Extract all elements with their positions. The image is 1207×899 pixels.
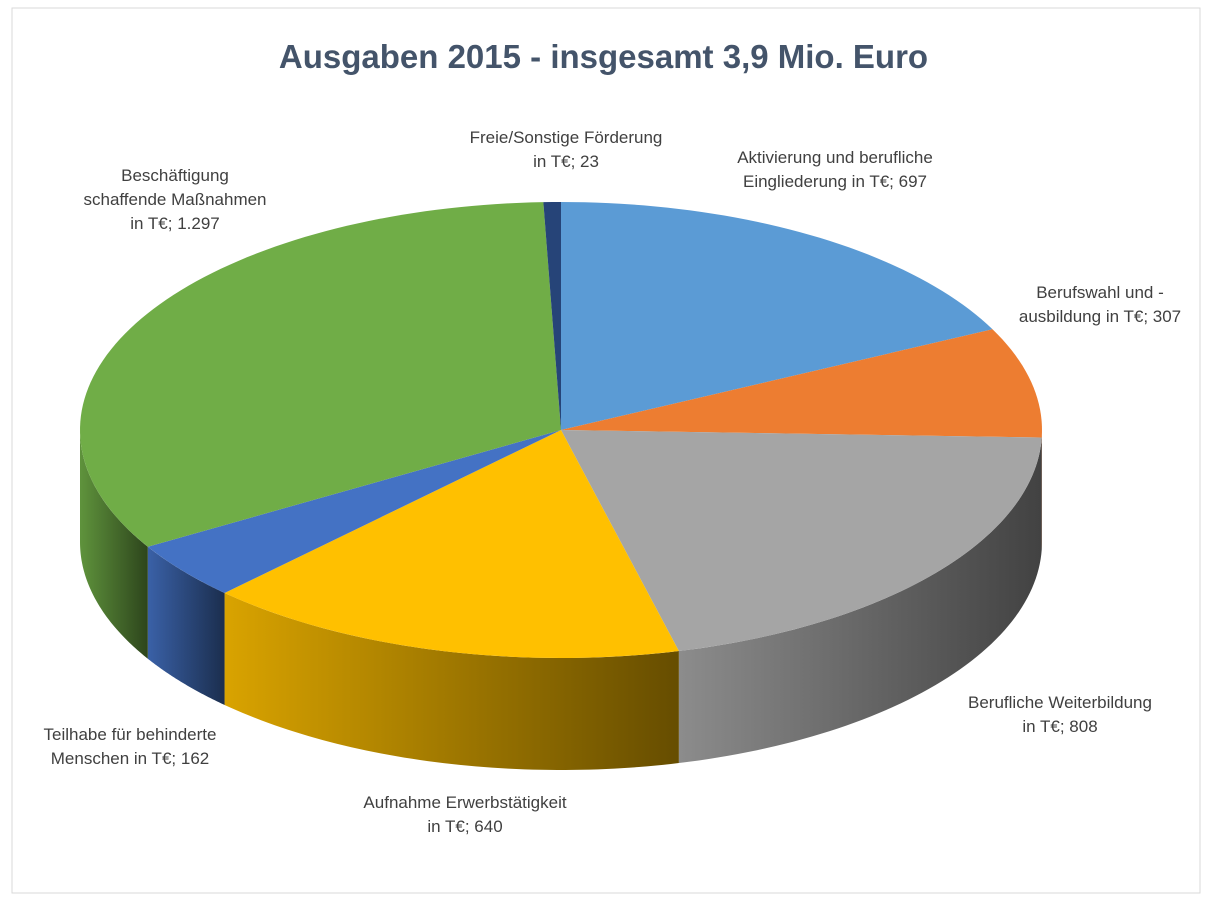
data-label: Berufswahl und -ausbildung in T€; 307 (1005, 281, 1195, 329)
label-separator: ; (167, 214, 178, 233)
data-label: Aktivierung und berufliche Eingliederung… (710, 146, 960, 194)
label-value: 23 (580, 152, 599, 171)
label-value: 1.297 (177, 214, 220, 233)
data-label: Berufliche Weiterbildung in T€; 808 (960, 691, 1160, 739)
label-value: 162 (180, 749, 210, 768)
label-value: 697 (898, 172, 927, 191)
slice (543, 202, 561, 430)
slice-side (147, 546, 225, 705)
label-category: Aktivierung und berufliche Eingliederung… (737, 148, 938, 191)
slice (147, 430, 561, 593)
slice-side (80, 430, 148, 659)
label-category: Berufliche Weiterbildung in T€ (968, 693, 1157, 736)
label-separator: ; (889, 172, 899, 191)
slice (80, 202, 562, 547)
slice-side (678, 437, 1042, 764)
label-category: Berufswahl und -ausbildung in T€ (1018, 283, 1164, 326)
data-label: Aufnahme Erwerbstätigkeit in T€; 640 (355, 791, 575, 839)
label-separator: ; (464, 817, 475, 836)
slice (224, 430, 679, 658)
label-value: 640 (474, 817, 503, 836)
label-category: Freie/Sonstige Förderung in T€ (469, 128, 668, 171)
label-value: 307 (1152, 307, 1182, 326)
data-label: Beschäftigung schaffende Maßnahmen in T€… (80, 164, 270, 236)
label-separator: ; (171, 749, 181, 768)
data-label: Freie/Sonstige Förderung in T€; 23 (466, 126, 666, 174)
data-label: Teilhabe für behinderte Menschen in T€; … (10, 723, 250, 771)
slice (561, 202, 993, 430)
label-separator: ; (1143, 307, 1153, 326)
label-category: Aufnahme Erwerbstätigkeit in T€ (363, 793, 572, 836)
label-separator: ; (1059, 717, 1070, 736)
slice-side (224, 592, 679, 770)
chart-title: Ausgaben 2015 - insgesamt 3,9 Mio. Euro (278, 38, 929, 75)
label-value: 808 (1069, 717, 1098, 736)
label-separator: ; (570, 152, 581, 171)
slice (561, 430, 1042, 652)
slice (561, 329, 1042, 438)
label-category: Beschäftigung schaffende Maßnahmen in T€ (83, 166, 272, 233)
label-category: Teilhabe für behinderte Menschen in T€ (43, 725, 222, 768)
